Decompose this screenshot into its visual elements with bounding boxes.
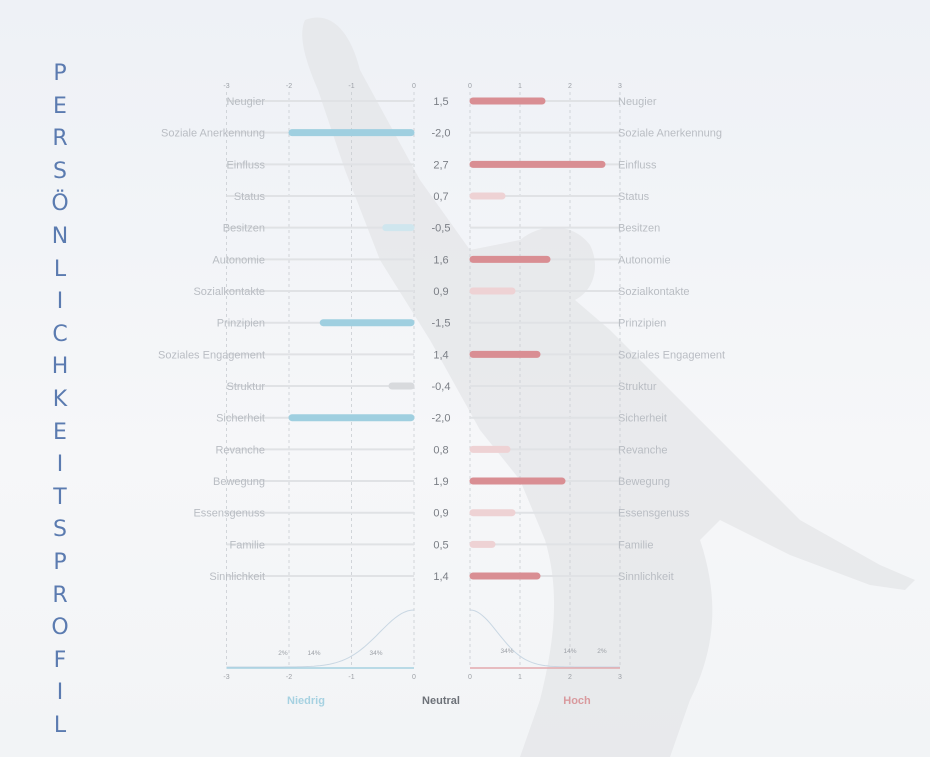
x-tick-label: 2 [568,83,572,90]
value-label: 0,8 [433,444,448,456]
title-letter: S [53,517,67,543]
title-letter: T [53,484,67,510]
title-letter: S [53,158,67,184]
category-label-right: Soziales Engagement [618,349,725,361]
category-label-left: Essensgenuss [193,508,265,520]
title-letter: P [53,549,67,575]
category-label-left: Soziales Engagement [158,349,265,361]
legend-neutral: Neutral [422,695,460,707]
category-label-left: Sozialkontakte [193,286,265,298]
category-label-left: Revanche [215,444,265,456]
title-letter: I [56,680,64,706]
category-label-left: Sinnlichkeit [209,571,265,583]
title-letter: Ö [51,191,69,217]
percent-label: 14% [563,648,576,655]
category-label-right: Status [618,191,650,203]
value-label: 1,9 [433,476,448,488]
percent-label: 34% [369,650,382,657]
x-tick-label: 1 [518,83,522,90]
legend-high: Hoch [563,695,591,707]
title-letter: F [53,647,67,673]
x-tick-label: -3 [223,674,229,681]
title-letter: I [56,289,64,315]
category-label-right: Essensgenuss [618,508,690,520]
value-label: 1,6 [433,254,448,266]
title-letter: I [56,452,64,478]
value-label: -2,0 [432,128,451,140]
x-tick-label: -2 [286,674,292,681]
title-letter: L [53,256,67,282]
category-label-right: Besitzen [618,223,660,235]
category-label-right: Prinzipien [618,318,666,330]
legend-low: Niedrig [287,695,325,707]
title-letter: E [53,93,67,119]
category-label-left: Bewegung [213,476,265,488]
title-letter: C [52,321,68,347]
title-letter: E [53,419,67,445]
x-tick-label: 3 [618,83,622,90]
x-tick-label: -2 [286,83,292,90]
title-letter: H [51,354,69,380]
category-label-left: Autonomie [212,254,265,266]
value-label: 0,5 [433,539,448,551]
distribution-curve-left [226,609,415,668]
category-label-left: Status [234,191,266,203]
category-label-right: Neugier [618,96,657,108]
x-tick-label: 2 [568,674,572,681]
title-letter: O [51,615,69,641]
category-label-left: Struktur [226,381,265,393]
category-label-right: Bewegung [618,476,670,488]
category-label-right: Struktur [618,381,657,393]
x-tick-label: 0 [468,83,472,90]
percent-label: 34% [500,648,513,655]
value-label: 1,4 [433,349,448,361]
percent-label: 2% [278,650,288,657]
category-label-right: Sinnlichkeit [618,571,674,583]
x-tick-label: 3 [618,674,622,681]
x-tick-label: -1 [348,674,354,681]
x-tick-label: 1 [518,674,522,681]
category-label-left: Besitzen [223,223,265,235]
title-letter: R [52,582,68,608]
value-label: 1,5 [433,96,448,108]
x-tick-label: -3 [223,83,229,90]
category-label-right: Familie [618,539,653,551]
percent-label: 14% [307,650,320,657]
title-letter: K [52,386,68,412]
category-label-left: Neugier [226,96,265,108]
value-label: -0,5 [432,223,451,235]
category-label-right: Einfluss [618,159,657,171]
value-label: 1,4 [433,571,448,583]
category-label-left: Sicherheit [216,413,265,425]
category-label-left: Einfluss [226,159,265,171]
category-label-left: Prinzipien [217,318,265,330]
category-label-right: Sicherheit [618,413,667,425]
category-label-right: Revanche [618,444,668,456]
value-label: 0,9 [433,508,448,520]
category-label-left: Familie [230,539,265,551]
category-label-right: Sozialkontakte [618,286,690,298]
value-label: 0,7 [433,191,448,203]
x-tick-label: 0 [412,674,416,681]
title-letter: P [53,61,67,86]
title-letter: R [52,126,68,152]
category-label-right: Soziale Anerkennung [618,128,722,140]
value-label: -2,0 [432,413,451,425]
title-letter: L [53,712,67,738]
value-label: -1,5 [432,318,451,330]
title-letter: N [51,223,69,249]
category-label-left: Soziale Anerkennung [161,128,265,140]
value-label: 0,9 [433,286,448,298]
x-tick-label: 0 [468,674,472,681]
x-tick-label: 0 [412,83,416,90]
category-label-right: Autonomie [618,254,671,266]
distribution-curve-right [469,609,620,668]
value-label: 2,7 [433,159,448,171]
x-tick-label: -1 [348,83,354,90]
value-label: -0,4 [432,381,451,393]
percent-label: 2% [597,648,607,655]
